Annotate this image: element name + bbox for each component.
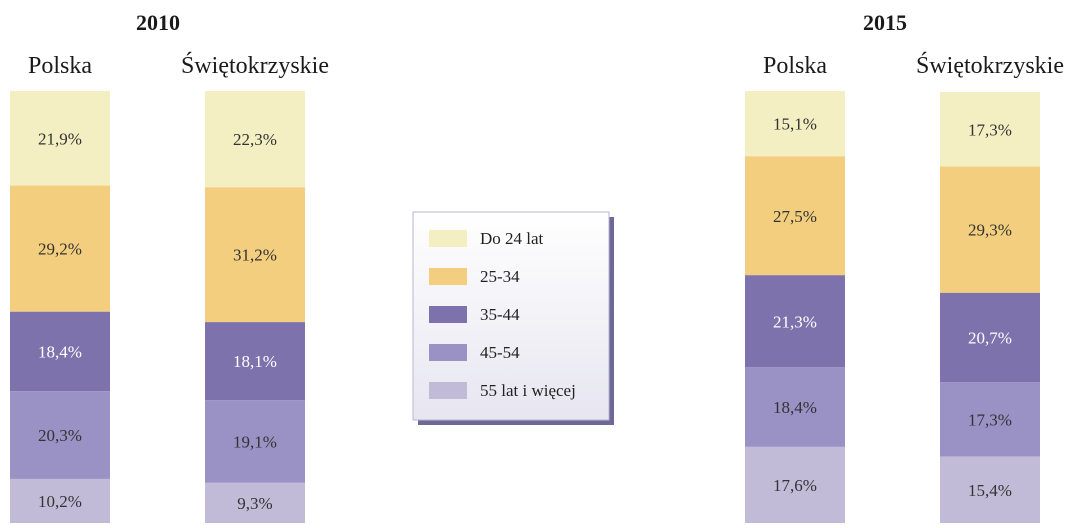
column-label-swietokrzyskie-2015: Świętokrzyskie [916, 52, 1064, 79]
bar-segment-35-44-polska-2010 [10, 311, 110, 392]
column-label-polska-2015: Polska [763, 53, 827, 79]
data-label-35-44-swietokrzyskie-2015: 20,7% [968, 328, 1012, 347]
year-title-2015: 2015 [863, 10, 907, 35]
bar-segment-45-54-polska-2010 [10, 391, 110, 479]
legend-swatch-45-54 [429, 344, 467, 361]
bar-segment-55-lat-i-wiecej-polska-2015 [745, 446, 845, 523]
data-label-35-44-polska-2010: 18,4% [38, 343, 82, 362]
bar-segment-25-34-swietokrzyskie-2015 [940, 166, 1040, 293]
bar-segment-45-54-swietokrzyskie-2010 [205, 400, 305, 483]
legend-label-45-54: 45-54 [480, 343, 520, 362]
data-label-55-lat-i-wiecej-swietokrzyskie-2010: 9,3% [237, 494, 272, 513]
data-label-55-lat-i-wiecej-polska-2015: 17,6% [773, 476, 817, 495]
bar-segment-35-44-polska-2015 [745, 275, 845, 368]
column-label-swietokrzyskie-2010: Świętokrzyskie [181, 52, 329, 79]
bar-segment-do-24-lat-polska-2010 [10, 91, 110, 186]
bar-segment-25-34-swietokrzyskie-2010 [205, 187, 305, 323]
legend-label-35-44: 35-44 [480, 305, 520, 324]
bar-segment-do-24-lat-swietokrzyskie-2010 [205, 91, 305, 188]
data-label-45-54-swietokrzyskie-2010: 19,1% [233, 433, 277, 452]
data-label-25-34-swietokrzyskie-2010: 31,2% [233, 246, 277, 265]
legend-label-25-34: 25-34 [480, 267, 520, 286]
data-label-do-24-lat-swietokrzyskie-2015: 17,3% [968, 120, 1012, 139]
data-label-45-54-polska-2015: 18,4% [773, 398, 817, 417]
bar-segment-55-lat-i-wiecej-swietokrzyskie-2015 [940, 456, 1040, 523]
data-label-35-44-swietokrzyskie-2010: 18,1% [233, 352, 277, 371]
data-label-25-34-polska-2015: 27,5% [773, 207, 817, 226]
bar-segment-45-54-swietokrzyskie-2015 [940, 382, 1040, 457]
data-label-25-34-swietokrzyskie-2015: 29,3% [968, 221, 1012, 240]
data-label-35-44-polska-2015: 21,3% [773, 312, 817, 331]
legend-swatch-25-34 [429, 268, 467, 285]
legend-swatch-35-44 [429, 306, 467, 323]
data-label-45-54-swietokrzyskie-2015: 17,3% [968, 410, 1012, 429]
column-label-polska-2010: Polska [28, 53, 92, 79]
legend-swatch-55-lat-i-wiecej [429, 382, 467, 399]
data-label-do-24-lat-polska-2015: 15,1% [773, 115, 817, 134]
data-label-55-lat-i-wiecej-swietokrzyskie-2015: 15,4% [968, 481, 1012, 500]
bar-segment-45-54-polska-2015 [745, 367, 845, 447]
data-label-55-lat-i-wiecej-polska-2010: 10,2% [38, 492, 82, 511]
year-title-2010: 2010 [136, 10, 180, 35]
bar-segment-55-lat-i-wiecej-polska-2010 [10, 478, 110, 523]
bar-segment-do-24-lat-swietokrzyskie-2015 [940, 92, 1040, 167]
bar-segment-35-44-swietokrzyskie-2015 [940, 292, 1040, 383]
bar-segment-35-44-swietokrzyskie-2010 [205, 322, 305, 401]
bar-segment-55-lat-i-wiecej-swietokrzyskie-2010 [205, 482, 305, 523]
legend-label-55-lat-i-wiecej: 55 lat i więcej [480, 381, 576, 400]
legend-swatch-do-24-lat [429, 230, 467, 247]
bar-segment-25-34-polska-2010 [10, 185, 110, 312]
data-label-do-24-lat-swietokrzyskie-2010: 22,3% [233, 130, 277, 149]
bar-segment-25-34-polska-2015 [745, 156, 845, 276]
data-label-25-34-polska-2010: 29,2% [38, 240, 82, 259]
legend-label-do-24-lat: Do 24 lat [480, 229, 544, 248]
bar-segment-do-24-lat-polska-2015 [745, 91, 845, 157]
data-label-do-24-lat-polska-2010: 21,9% [38, 129, 82, 148]
data-label-45-54-polska-2010: 20,3% [38, 426, 82, 445]
